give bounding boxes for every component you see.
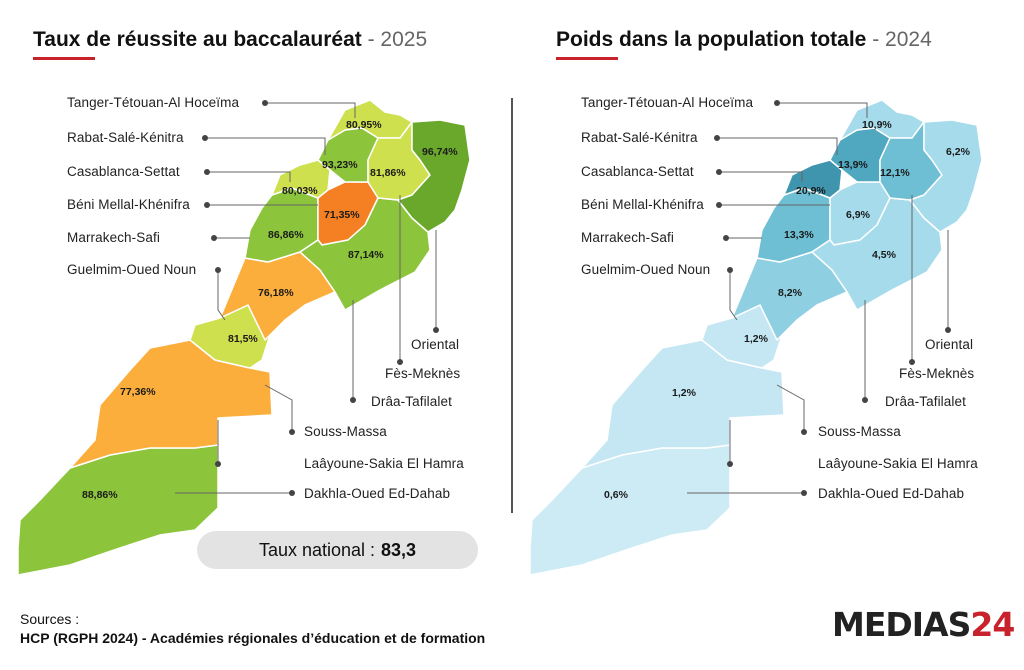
right-label-oriental: Oriental xyxy=(925,337,974,352)
right-value-oriental: 6,2% xyxy=(946,146,971,158)
right-title-underline xyxy=(556,57,618,60)
left-label-guelmim: Guelmim-Oued Noun xyxy=(67,262,197,277)
logo-number: 24 xyxy=(970,605,1015,644)
left-label-casa: Casablanca-Settat xyxy=(67,164,180,179)
left-label-rabat: Rabat-Salé-Kénitra xyxy=(67,130,184,145)
right-value-souss: 8,2% xyxy=(778,287,803,299)
right-value-tanger: 10,9% xyxy=(862,119,892,131)
right-leader-lines xyxy=(687,102,949,494)
right-title-year: - 2024 xyxy=(872,28,932,51)
left-region-dakhla xyxy=(17,444,219,576)
national-rate-label: Taux national : xyxy=(258,539,376,560)
left-value-marrakech: 86,86% xyxy=(268,229,304,241)
right-value-guelmim: 1,2% xyxy=(744,333,769,345)
left-region-oriental xyxy=(397,119,471,233)
right-label-marrakech: Marrakech-Safi xyxy=(581,230,674,245)
right-label-dakhla: Dakhla-Oued Ed-Dahab xyxy=(818,486,965,501)
left-label-oriental: Oriental xyxy=(411,337,460,352)
left-label-beni: Béni Mellal-Khénifra xyxy=(67,197,190,212)
right-label-rabat: Rabat-Salé-Kénitra xyxy=(581,130,698,145)
right-label-laayoune: Laâyoune-Sakia El Hamra xyxy=(818,456,978,471)
left-title-underline xyxy=(33,57,95,60)
left-value-tanger: 80,95% xyxy=(346,119,382,131)
left-map-title: Taux de réussite au baccalauréat - 2025 xyxy=(33,28,427,52)
right-map: 0,6% 1,2% 1,2% 8,2% 13,3% 6,9% 4,5% 20,9… xyxy=(529,99,983,576)
left-label-marrakech: Marrakech-Safi xyxy=(67,230,160,245)
panel-divider xyxy=(511,98,513,513)
sources-heading: Sources : xyxy=(20,611,80,627)
right-region-oriental xyxy=(909,119,983,233)
right-label-guelmim: Guelmim-Oued Noun xyxy=(581,262,711,277)
logo-text: MEDIAS xyxy=(832,605,971,644)
left-value-rabat: 93,23% xyxy=(322,159,358,171)
right-value-rabat: 13,9% xyxy=(838,159,868,171)
right-label-draa: Drâa-Tafilalet xyxy=(885,394,966,409)
right-label-fes: Fès-Meknès xyxy=(899,366,975,381)
left-value-oriental: 96,74% xyxy=(422,146,458,158)
left-label-tanger: Tanger-Tétouan-Al Hoceïma xyxy=(67,95,240,110)
sources-block: Sources : HCP (RGPH 2024) - Académies ré… xyxy=(20,610,485,648)
right-title-text: Poids dans la population totale xyxy=(556,28,867,51)
left-value-souss: 76,18% xyxy=(258,287,294,299)
right-region-dakhla xyxy=(529,444,731,576)
right-region-laayoune xyxy=(581,339,785,469)
right-map-title: Poids dans la population totale - 2024 xyxy=(556,28,932,52)
right-value-draa: 4,5% xyxy=(872,249,897,261)
left-title-year: - 2025 xyxy=(367,28,428,51)
right-label-tanger: Tanger-Tétouan-Al Hoceïma xyxy=(581,95,754,110)
national-rate-value: 83,3 xyxy=(381,539,417,560)
left-label-souss: Souss-Massa xyxy=(304,424,387,439)
right-value-dakhla: 0,6% xyxy=(604,489,629,501)
left-label-fes: Fès-Meknès xyxy=(385,366,461,381)
national-rate-badge: Taux national : 83,3 xyxy=(197,531,478,569)
right-value-fes: 12,1% xyxy=(880,167,910,179)
left-value-casa: 80,03% xyxy=(282,185,318,197)
left-value-draa: 87,14% xyxy=(348,249,384,261)
left-leader-lines xyxy=(175,102,437,494)
right-value-marrakech: 13,3% xyxy=(784,229,814,241)
right-value-casa: 20,9% xyxy=(796,185,826,197)
right-value-beni: 6,9% xyxy=(846,209,871,221)
sources-text: HCP (RGPH 2024) - Académies régionales d… xyxy=(20,630,486,646)
left-value-guelmim: 81,5% xyxy=(228,333,258,345)
medias24-logo: MEDIAS24 xyxy=(832,605,1015,644)
left-label-dakhla: Dakhla-Oued Ed-Dahab xyxy=(304,486,451,501)
right-label-casa: Casablanca-Settat xyxy=(581,164,694,179)
left-label-laayoune: Laâyoune-Sakia El Hamra xyxy=(304,456,464,471)
right-label-souss: Souss-Massa xyxy=(818,424,901,439)
left-map: 88,86% 77,36% 81,5% 76,18% 86,86% 71,35%… xyxy=(17,99,471,576)
left-value-beni: 71,35% xyxy=(324,209,360,221)
left-value-dakhla: 88,86% xyxy=(82,489,118,501)
left-label-draa: Drâa-Tafilalet xyxy=(371,394,452,409)
left-region-laayoune xyxy=(69,339,273,469)
left-value-fes: 81,86% xyxy=(370,167,406,179)
left-title-text: Taux de réussite au baccalauréat xyxy=(33,28,362,51)
right-label-beni: Béni Mellal-Khénifra xyxy=(581,197,704,212)
right-value-laayoune: 1,2% xyxy=(672,387,697,399)
left-value-laayoune: 77,36% xyxy=(120,386,156,398)
